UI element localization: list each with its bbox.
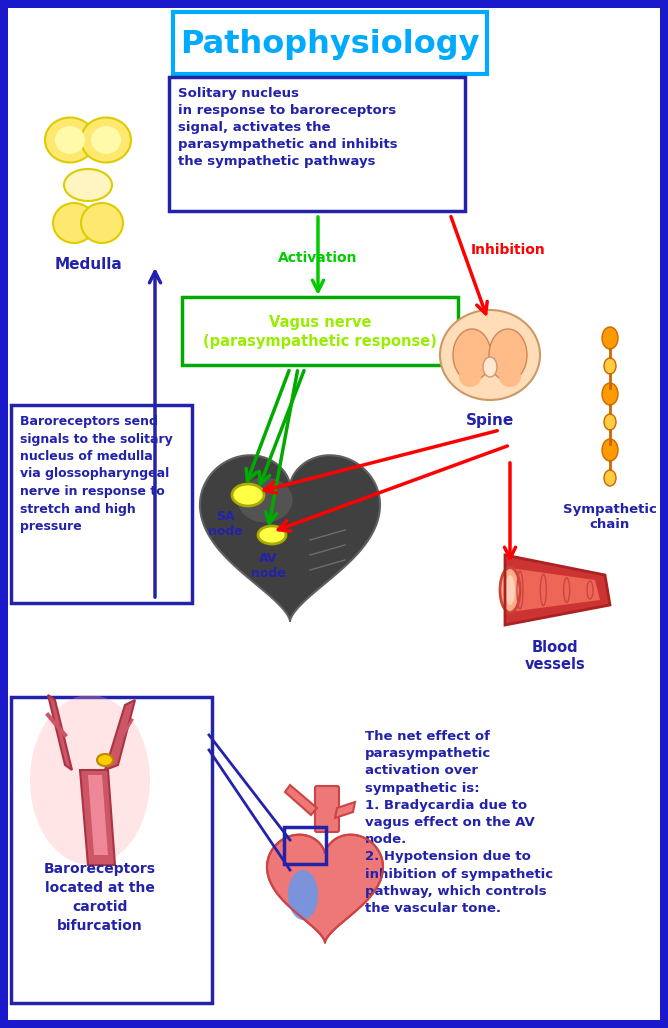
Ellipse shape xyxy=(499,367,521,387)
Text: Baroreceptors
located at the
carotid
bifurcation: Baroreceptors located at the carotid bif… xyxy=(44,862,156,932)
Polygon shape xyxy=(48,695,72,770)
Text: Inhibition: Inhibition xyxy=(471,243,545,257)
Ellipse shape xyxy=(604,358,616,374)
FancyBboxPatch shape xyxy=(8,8,660,1020)
FancyBboxPatch shape xyxy=(169,77,465,211)
Ellipse shape xyxy=(604,470,616,486)
Ellipse shape xyxy=(91,126,121,154)
FancyBboxPatch shape xyxy=(182,297,458,365)
Ellipse shape xyxy=(440,310,540,400)
Polygon shape xyxy=(80,770,115,865)
Text: Baroreceptors send
signals to the solitary
nucleus of medulla
via glossopharynge: Baroreceptors send signals to the solita… xyxy=(20,415,173,533)
Ellipse shape xyxy=(97,754,113,766)
Text: AV
node: AV node xyxy=(250,552,285,580)
Ellipse shape xyxy=(602,327,618,348)
Polygon shape xyxy=(505,555,610,625)
Ellipse shape xyxy=(232,484,264,506)
Polygon shape xyxy=(335,802,355,818)
Ellipse shape xyxy=(505,575,515,605)
Polygon shape xyxy=(285,785,317,815)
Ellipse shape xyxy=(30,695,150,865)
Text: Activation: Activation xyxy=(279,251,358,265)
Ellipse shape xyxy=(81,203,123,243)
FancyBboxPatch shape xyxy=(315,786,339,832)
Ellipse shape xyxy=(489,329,527,381)
FancyBboxPatch shape xyxy=(11,405,192,603)
Ellipse shape xyxy=(483,357,497,377)
Ellipse shape xyxy=(604,414,616,430)
FancyBboxPatch shape xyxy=(173,12,487,74)
Text: The net effect of
parasympathetic
activation over
sympathetic is:
1. Bradycardia: The net effect of parasympathetic activa… xyxy=(365,730,553,915)
Ellipse shape xyxy=(602,439,618,461)
Polygon shape xyxy=(200,455,380,621)
Ellipse shape xyxy=(453,329,491,381)
Text: Spine: Spine xyxy=(466,413,514,428)
Text: SA
node: SA node xyxy=(208,510,242,538)
Ellipse shape xyxy=(55,126,85,154)
Text: Medulla: Medulla xyxy=(54,257,122,272)
Polygon shape xyxy=(88,775,108,855)
Ellipse shape xyxy=(53,203,95,243)
Ellipse shape xyxy=(500,567,520,613)
Ellipse shape xyxy=(81,117,131,162)
Text: Solitary nucleus
in response to baroreceptors
signal, activates the
parasympathe: Solitary nucleus in response to barorece… xyxy=(178,87,397,168)
Polygon shape xyxy=(267,835,383,943)
Ellipse shape xyxy=(238,477,293,522)
Ellipse shape xyxy=(602,383,618,405)
Text: Vagus nerve
(parasympathetic response): Vagus nerve (parasympathetic response) xyxy=(203,315,437,350)
FancyBboxPatch shape xyxy=(11,697,212,1003)
Ellipse shape xyxy=(64,169,112,201)
Polygon shape xyxy=(105,700,135,770)
Ellipse shape xyxy=(288,870,318,920)
Text: Sympathetic
chain: Sympathetic chain xyxy=(563,503,657,531)
Ellipse shape xyxy=(45,117,95,162)
Text: Blood
vessels: Blood vessels xyxy=(524,640,585,672)
Ellipse shape xyxy=(258,526,286,544)
Polygon shape xyxy=(510,568,600,612)
Ellipse shape xyxy=(459,367,481,387)
Text: Pathophysiology: Pathophysiology xyxy=(180,30,480,61)
